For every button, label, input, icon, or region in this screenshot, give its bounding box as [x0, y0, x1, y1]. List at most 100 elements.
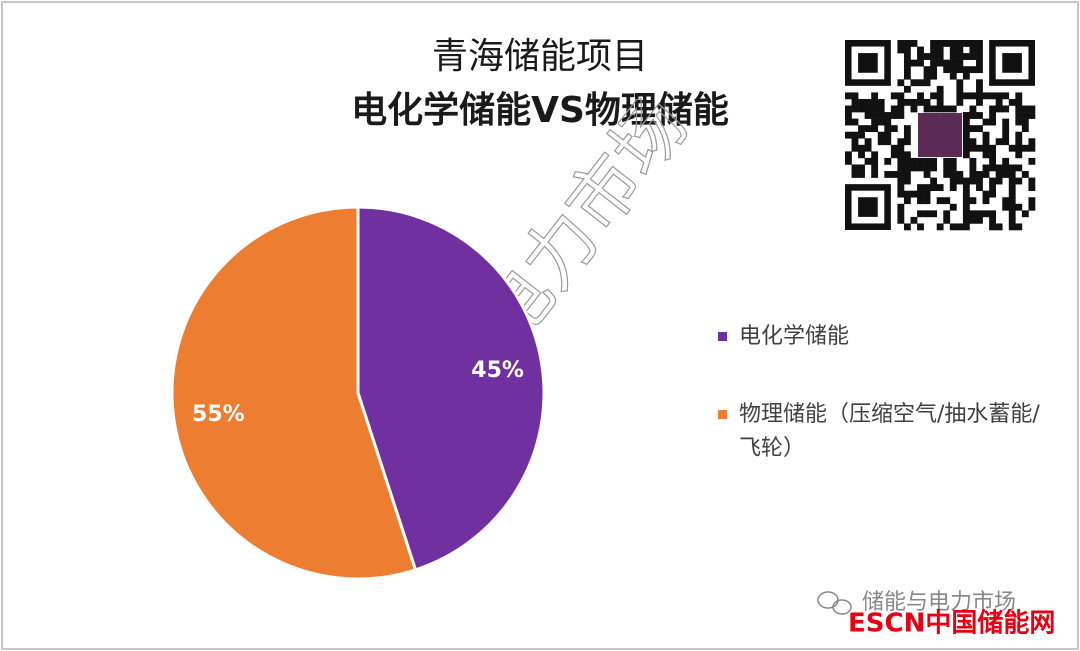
qr-cell	[910, 157, 918, 165]
qr-cell	[871, 92, 879, 100]
chart-title: 青海储能项目	[432, 36, 648, 77]
qr-finder	[1002, 53, 1022, 73]
qr-cell	[845, 157, 852, 165]
qr-cell	[962, 190, 970, 198]
qr-cell	[956, 79, 964, 87]
qr-cell	[1002, 131, 1010, 139]
qr-cell	[1028, 177, 1036, 185]
qr-cell	[851, 92, 859, 100]
qr-cell	[845, 92, 852, 100]
qr-cell	[969, 171, 977, 178]
qr-cell	[923, 157, 931, 165]
qr-cell	[962, 184, 970, 191]
qr-cell	[930, 72, 938, 80]
qr-cell	[969, 105, 977, 113]
qr-cell	[989, 190, 996, 198]
qr-cell	[1002, 138, 1010, 146]
qr-cell	[851, 118, 859, 126]
qr-cell	[995, 177, 1003, 185]
qr-cell	[877, 98, 885, 106]
qr-cell	[1008, 223, 1016, 231]
legend-item: 电化学储能	[718, 320, 1048, 354]
qr-cell	[956, 46, 964, 54]
qr-cell	[923, 79, 931, 87]
qr-cell	[962, 216, 970, 224]
qr-cell	[858, 98, 865, 106]
qr-cell	[910, 105, 918, 113]
qr-cell	[917, 53, 924, 60]
qr-cell	[943, 105, 951, 113]
qr-cell	[1002, 92, 1010, 100]
qr-cell	[936, 46, 944, 54]
legend-item: 物理储能（压缩空气/抽水蓄能/飞轮）	[718, 398, 1048, 466]
qr-cell	[864, 157, 872, 165]
qr-cell	[943, 157, 951, 165]
data-label: 45%	[471, 358, 524, 383]
qr-cell	[956, 223, 964, 231]
qr-cell	[962, 66, 970, 74]
qr-cell	[1021, 171, 1029, 178]
qr-cell	[949, 53, 957, 60]
qr-cell	[962, 40, 970, 47]
qr-cell	[930, 164, 938, 172]
qr-cell	[1021, 210, 1029, 218]
qr-cell	[917, 92, 924, 100]
qr-cell	[897, 79, 905, 87]
qr-cell	[858, 125, 865, 133]
qr-finder	[989, 40, 1036, 86]
qr-cell	[845, 112, 852, 119]
qr-cell	[976, 46, 983, 54]
qr-cell	[962, 210, 970, 218]
qr-cell	[864, 112, 872, 119]
qr-cell	[1015, 144, 1023, 152]
pie-slice	[356, 205, 546, 572]
legend-label: 电化学储能	[739, 324, 850, 349]
qr-cell	[851, 171, 859, 178]
qr-cell	[1028, 138, 1036, 146]
qr-cell	[851, 105, 859, 113]
qr-cell	[1028, 144, 1036, 152]
qr-cell	[962, 72, 970, 80]
qr-cell	[1002, 105, 1010, 113]
qr-cell	[943, 164, 951, 172]
qr-cell	[903, 40, 911, 47]
qr-cell	[962, 125, 970, 133]
qr-cell	[917, 164, 924, 172]
qr-cell	[962, 131, 970, 139]
qr-cell	[969, 144, 977, 152]
qr-cell	[962, 151, 970, 159]
qr-cell	[956, 40, 964, 47]
qr-cell	[969, 210, 977, 218]
qr-cell	[969, 157, 977, 165]
qr-cell	[930, 66, 938, 74]
qr-cell	[1028, 112, 1036, 119]
qr-cell	[969, 112, 977, 119]
qr-cell	[903, 72, 911, 80]
qr-cell	[923, 210, 931, 218]
qr-cell	[910, 164, 918, 172]
qr-cell	[1002, 164, 1010, 172]
qr-cell	[936, 92, 944, 100]
qr-cell	[995, 92, 1003, 100]
qr-cell	[864, 144, 872, 152]
qr-cell	[1015, 177, 1023, 185]
qr-cell	[943, 216, 951, 224]
qr-cell	[962, 197, 970, 205]
qr-cell	[917, 157, 924, 165]
qr-cell	[1008, 210, 1016, 218]
qr-cell	[1008, 144, 1016, 152]
qr-cell	[917, 79, 924, 87]
qr-cell	[851, 164, 859, 172]
qr-cell	[858, 131, 865, 139]
qr-cell	[949, 223, 957, 231]
qr-cell	[969, 138, 977, 146]
qr-cell	[995, 164, 1003, 172]
qr-cell	[989, 118, 996, 126]
qr-cell	[1015, 105, 1023, 113]
qr-cell	[917, 223, 924, 231]
qr-cell	[845, 151, 852, 159]
qr-cell	[982, 144, 990, 152]
qr-cell	[884, 171, 892, 178]
qr-cell	[949, 66, 957, 74]
qr-cell	[962, 112, 970, 119]
